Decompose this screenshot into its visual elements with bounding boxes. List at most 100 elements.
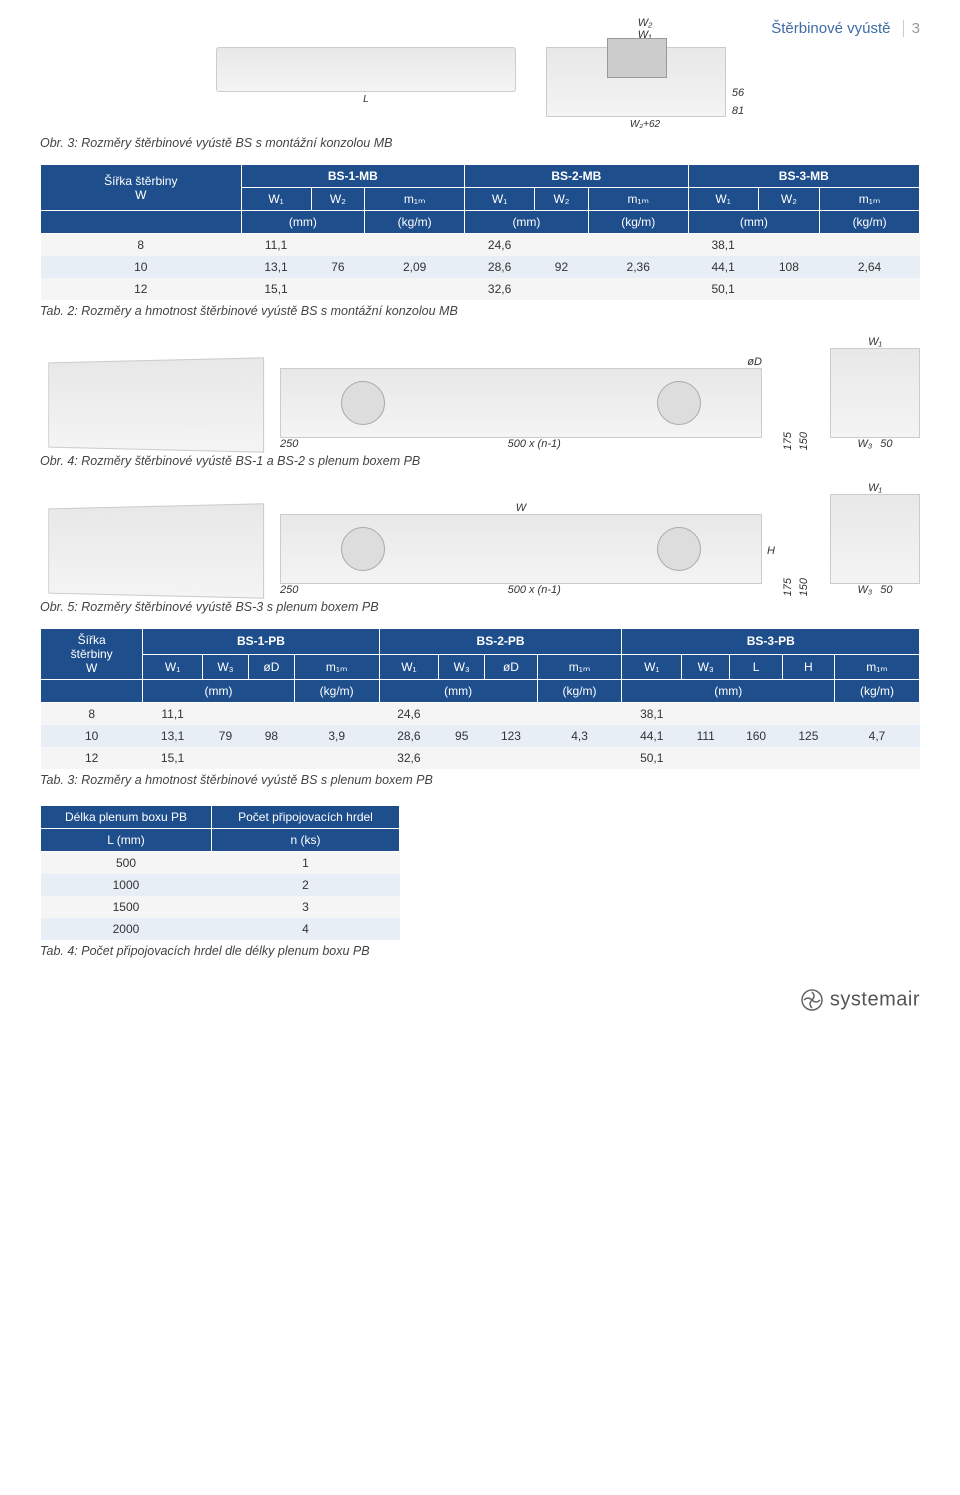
table-cell: 8 [41, 703, 143, 726]
table-cell: 4,7 [835, 725, 920, 747]
table-cell: 4,3 [537, 725, 622, 747]
table-cell [588, 234, 688, 257]
logo-text: systemair [830, 988, 920, 1010]
table-cell: 8 [41, 234, 242, 257]
figure-3-row: L W₂ W₁ 56 81 W₂+62 [40, 47, 920, 130]
table-cell [730, 747, 782, 769]
grp-bs3pb: BS-3-PB [622, 629, 920, 655]
table-cell: 28,6 [379, 725, 439, 747]
table-cell: 15,1 [143, 747, 203, 769]
table-cell [311, 234, 365, 257]
dim-150a: 150 [798, 432, 810, 450]
caption-tab3: Tab. 3: Rozměry a hmotnost štěrbinové vy… [40, 773, 920, 787]
table-cell: 2,64 [820, 256, 920, 278]
table-cell: 2,09 [365, 256, 465, 278]
table-cell [835, 703, 920, 726]
table-cell: 50,1 [622, 747, 682, 769]
table-cell: 10 [41, 256, 242, 278]
table-cell: 1500 [41, 896, 212, 918]
table-cell: 160 [730, 725, 782, 747]
dim-W3a: W₃ [858, 438, 873, 450]
dim-L: L [216, 94, 516, 105]
figure-5: W H 250 500 x (n-1) 175 150 W₁ W₃ 50 [40, 482, 920, 596]
dim-150b: 150 [798, 578, 810, 596]
table-cell [758, 278, 820, 300]
dim-W: W [516, 502, 526, 514]
table-cell [294, 703, 379, 726]
table-cell: 95 [439, 725, 485, 747]
table-cell: 13,1 [241, 256, 311, 278]
page-number: 3 [903, 20, 920, 37]
table-cell [535, 278, 589, 300]
table-cell: 111 [682, 725, 730, 747]
pb-hdr-left: Šířka štěrbiny W [41, 629, 143, 680]
table-cell [311, 278, 365, 300]
table-cell: 2000 [41, 918, 212, 940]
dim-w262: W₂+62 [546, 119, 744, 130]
table-cell [249, 703, 295, 726]
dim-W1b: W₁ [830, 482, 920, 494]
table-cell [439, 703, 485, 726]
dim-H: H [767, 545, 775, 557]
table-cell: 24,6 [465, 234, 535, 257]
table-cell [835, 747, 920, 769]
grp-bs2pb: BS-2-PB [379, 629, 622, 655]
dim-W1a: W₁ [830, 336, 920, 348]
table-cell: 108 [758, 256, 820, 278]
table-cell: 11,1 [241, 234, 311, 257]
table-cell: 3,9 [294, 725, 379, 747]
table-cell: 10 [41, 725, 143, 747]
table-cell: 500 [41, 852, 212, 875]
table-cell [820, 234, 920, 257]
table-cell [365, 278, 465, 300]
table-cell: 44,1 [622, 725, 682, 747]
table-cell: 125 [782, 725, 834, 747]
page-header: Štěrbinové vyústě 3 [40, 20, 920, 37]
table-cell [782, 703, 834, 726]
table-cell [820, 278, 920, 300]
dim-175a: 175 [782, 432, 794, 450]
figure-4: øD 250 500 x (n-1) 175 150 W₁ W₃ 50 [40, 336, 920, 450]
table-cell: 76 [311, 256, 365, 278]
table-cell [782, 747, 834, 769]
table-cell: 15,1 [241, 278, 311, 300]
grp-bs1mb: BS-1-MB [241, 165, 465, 188]
table-cell: 2,36 [588, 256, 688, 278]
table-cell [365, 234, 465, 257]
table-cell [535, 234, 589, 257]
table-hrdel: Délka plenum boxu PB Počet připojovacích… [40, 805, 400, 940]
dim-W3b: W₃ [858, 584, 873, 596]
caption-obr5: Obr. 5: Rozměry štěrbinové vyústě BS-3 s… [40, 600, 920, 614]
dim-w2: W₂ [638, 17, 653, 29]
table-cell: 32,6 [379, 747, 439, 769]
caption-obr3: Obr. 3: Rozměry štěrbinové vyústě BS s m… [40, 136, 920, 150]
table-cell: 3 [211, 896, 399, 918]
table-cell: 12 [41, 278, 242, 300]
table-cell: 92 [535, 256, 589, 278]
table-mb: Šířka štěrbiny W BS-1-MB BS-2-MB BS-3-MB… [40, 164, 920, 300]
table-cell [682, 747, 730, 769]
caption-tab4: Tab. 4: Počet připojovacích hrdel dle dé… [40, 944, 920, 958]
dim-50b: 50 [880, 584, 892, 596]
table-cell: 13,1 [143, 725, 203, 747]
hrdel-h2: Počet připojovacích hrdel [211, 806, 399, 829]
dim-56: 56 [732, 87, 744, 99]
table-cell: 38,1 [622, 703, 682, 726]
dim-500xb: 500 x (n-1) [306, 584, 762, 596]
caption-tab2: Tab. 2: Rozměry a hmotnost štěrbinové vy… [40, 304, 920, 318]
hrdel-h1: Délka plenum boxu PB [41, 806, 212, 829]
table-cell [485, 703, 537, 726]
caption-obr4: Obr. 4: Rozměry štěrbinové vyústě BS-1 a… [40, 454, 920, 468]
table-cell: 79 [202, 725, 248, 747]
table-cell [202, 747, 248, 769]
table-cell: 98 [249, 725, 295, 747]
grp-bs3mb: BS-3-MB [688, 165, 919, 188]
hrdel-s2: n (ks) [211, 829, 399, 852]
table-cell: 38,1 [688, 234, 758, 257]
table-cell: 1 [211, 852, 399, 875]
grp-bs2mb: BS-2-MB [465, 165, 689, 188]
table-cell: 4 [211, 918, 399, 940]
dim-500xa: 500 x (n-1) [306, 438, 762, 450]
table-cell: 28,6 [465, 256, 535, 278]
dim-250b: 250 [280, 584, 298, 596]
